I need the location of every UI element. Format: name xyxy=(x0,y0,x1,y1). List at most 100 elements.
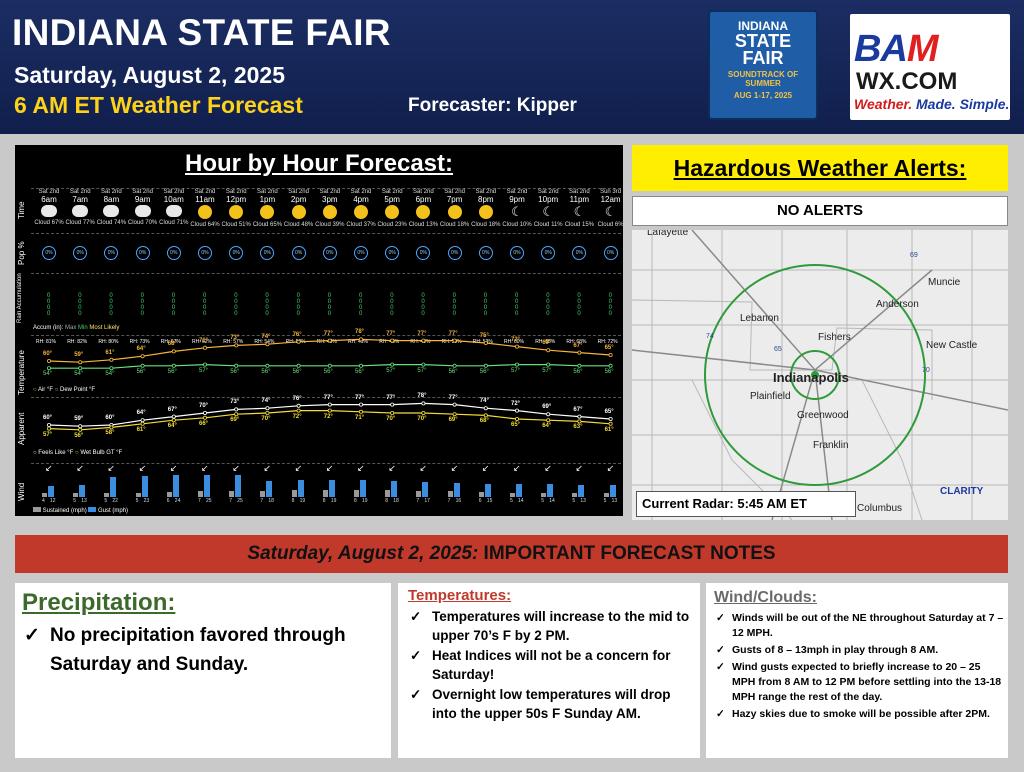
wbgt-label: 68° xyxy=(479,418,489,425)
rain-legend: Accum (in): Max Min Most Likely xyxy=(33,325,119,331)
air-temp-label: 69° xyxy=(542,340,552,347)
humidity-value: RH: 60% xyxy=(504,339,525,345)
sun-icon xyxy=(478,205,493,219)
pop-value: 0% xyxy=(135,246,150,260)
feels-like-label: 59° xyxy=(74,416,84,423)
cloud-cover: Cloud 10% xyxy=(502,222,532,228)
grid-line xyxy=(31,463,621,464)
pop-value: 0% xyxy=(291,246,306,260)
gust-wind-bar xyxy=(328,479,335,497)
dew-point-label: 56° xyxy=(136,368,146,375)
list-item: ✓ No precipitation favored through Saturd… xyxy=(24,621,384,679)
wbgt-label: 70° xyxy=(261,416,271,422)
map-city-franklin: Franklin xyxy=(813,440,849,451)
isf-logo-dates: AUG 1-17, 2025 xyxy=(733,91,793,100)
wbgt-label: 66° xyxy=(199,420,209,427)
hour-column: Sat 2nd 5pm Cloud 23% xyxy=(375,189,409,229)
temp-legend-air: Air °F xyxy=(37,387,54,393)
alert-status: NO ALERTS xyxy=(632,196,1008,226)
cloud-cover: Cloud 77% xyxy=(65,220,95,226)
pop-value: 0% xyxy=(385,246,400,260)
air-temp-label: 73° xyxy=(230,335,240,342)
grid-line xyxy=(31,188,621,189)
wbgt-line-point xyxy=(483,413,488,418)
map-city-indianapolis: Indianapolis xyxy=(773,370,849,385)
temperature-notes: Temperatures: ✓ Temperatures will increas… xyxy=(398,583,700,758)
cloud-cover: Cloud 39% xyxy=(315,222,345,228)
feels-like-label: 77° xyxy=(448,394,458,401)
wind-direction-icon: ↙ xyxy=(513,463,521,473)
dew-point-label: 56° xyxy=(355,368,365,375)
dew-point-line-point xyxy=(265,363,270,368)
hazard-alerts-header: Hazardous Weather Alerts: xyxy=(632,145,1008,191)
temp-item-text: Temperatures will increase to the mid to… xyxy=(432,609,690,643)
wbgt-label: 61° xyxy=(136,426,146,433)
feels-like-line-point xyxy=(47,422,52,427)
gust-wind-bar xyxy=(110,477,117,497)
humidity-value: RH: 50% xyxy=(441,339,462,345)
hour-label: 12pm xyxy=(226,195,247,204)
forecast-date: Saturday, August 2, 2025 xyxy=(14,62,285,88)
air-temp-label: 75° xyxy=(479,333,489,339)
feels-like-label: 74° xyxy=(261,398,271,405)
dew-point-label: 54° xyxy=(43,371,53,378)
rain-legend-max: Max xyxy=(65,325,77,331)
gust-wind-value: 14 xyxy=(549,498,555,504)
air-temp-label: 78° xyxy=(355,329,365,336)
pop-value: 0% xyxy=(478,246,493,260)
wind-item-text: Wind gusts expected to briefly increase … xyxy=(732,661,1002,703)
hourly-forecast-title: Hour by Hour Forecast: xyxy=(184,150,454,177)
sustained-wind-value: 8 xyxy=(291,498,295,504)
wind-direction-icon: ↙ xyxy=(201,463,209,473)
cloud-cover: Cloud 71% xyxy=(159,220,189,226)
air-temp-line-point xyxy=(47,358,52,363)
wbgt-label: 63° xyxy=(573,424,583,431)
sustained-wind-value: 5 xyxy=(541,498,544,504)
highway-65-icon: 65 xyxy=(774,346,782,353)
hour-column: Sat 2nd 6am Cloud 67% xyxy=(32,189,66,227)
feels-like-line-point xyxy=(265,406,270,411)
wbgt-line-point xyxy=(47,426,52,431)
wind-direction-icon: ↙ xyxy=(450,463,459,473)
hour-day: Sat 2nd xyxy=(257,189,278,195)
dew-point-line-point xyxy=(608,363,613,368)
wbgt-label: 64° xyxy=(167,423,177,430)
wind-direction-icon: ↙ xyxy=(232,463,240,473)
pop-value: 0% xyxy=(603,246,618,260)
hour-column: Sat 2nd 7pm Cloud 18% xyxy=(438,189,472,229)
air-temp-line-point xyxy=(608,352,613,357)
wind-legend: Sustained (mph) Gust (mph) xyxy=(33,507,128,514)
dew-point-label: 56° xyxy=(230,368,240,375)
bam-logo-tagline: Weather. Made. Simple. xyxy=(854,96,1009,112)
pop-value: 0% xyxy=(322,246,337,260)
sustained-wind-bar xyxy=(447,490,453,497)
gust-wind-bar xyxy=(578,485,585,497)
hour-day: Sat 2nd xyxy=(569,189,590,195)
wbgt-line-point xyxy=(78,427,83,432)
moon-icon: ☾ xyxy=(542,204,555,219)
sustained-wind-bar xyxy=(42,493,47,497)
header-banner: INDIANA STATE FAIR Saturday, August 2, 2… xyxy=(0,0,1024,134)
temperatures-title: Temperatures: xyxy=(408,587,512,604)
map-city-new-castle: New Castle xyxy=(926,340,978,351)
wind-direction-icon: ↙ xyxy=(544,463,552,473)
gust-wind-value: 25 xyxy=(237,498,243,504)
hour-column: Sat 2nd 2pm Cloud 48% xyxy=(282,189,316,229)
radar-map: Lafayette Muncie Anderson Lebanon Fisher… xyxy=(632,230,1008,520)
wind-direction-icon: ↙ xyxy=(138,463,147,473)
sustained-wind-bar xyxy=(260,490,266,497)
feels-like-line-point xyxy=(452,402,457,407)
pop-value: 0% xyxy=(354,246,368,260)
cloud-cover: Cloud 65% xyxy=(252,222,283,228)
map-city-lebanon: Lebanon xyxy=(740,313,779,324)
wbgt-line-point xyxy=(390,410,395,415)
sustained-wind-bar xyxy=(510,492,515,497)
hour-label: 5pm xyxy=(384,195,400,204)
sun-icon xyxy=(229,205,244,219)
